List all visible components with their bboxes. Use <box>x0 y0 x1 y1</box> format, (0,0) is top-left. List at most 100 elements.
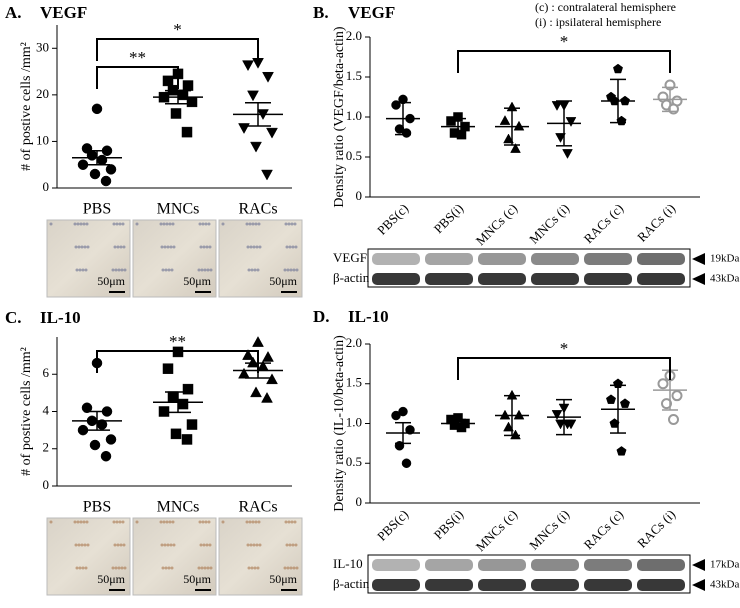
error-bar <box>245 102 271 127</box>
cell <box>81 268 85 272</box>
cell <box>85 222 89 226</box>
blot-band <box>478 579 526 591</box>
cell <box>251 520 255 524</box>
cell <box>163 543 167 547</box>
scale-label: 50μm <box>269 274 297 288</box>
x-tick-label: RACs <box>238 499 277 516</box>
point <box>261 391 273 403</box>
blot-band <box>372 559 420 571</box>
panel-title: IL-10 <box>348 307 389 326</box>
y-tick-label: 20 <box>36 86 49 101</box>
x-tick-label: MNCs <box>157 499 200 516</box>
micrograph <box>132 517 217 596</box>
significance-label: * <box>560 339 569 358</box>
cell <box>204 520 208 524</box>
blot-band <box>584 559 632 571</box>
cell <box>119 543 123 547</box>
cell <box>202 543 206 547</box>
micrograph <box>46 517 131 596</box>
y-tick-label: 6 <box>43 365 50 380</box>
blot-band <box>531 273 579 285</box>
cell <box>78 566 82 570</box>
point <box>510 143 521 153</box>
cell <box>247 566 251 570</box>
cell <box>198 520 202 524</box>
blot-band <box>372 273 420 285</box>
cell <box>247 268 251 272</box>
cell <box>172 543 176 547</box>
blot-band <box>425 579 473 591</box>
cell <box>81 566 85 570</box>
cell <box>295 566 299 570</box>
point <box>565 117 577 127</box>
cell <box>286 268 290 272</box>
y-tick-label: 0 <box>43 179 50 194</box>
scale-label: 50μm <box>269 572 297 586</box>
cell <box>255 245 259 249</box>
cell <box>258 245 262 249</box>
point <box>162 75 174 87</box>
note: (i) : ipsilateral hemisphere <box>535 15 661 29</box>
note: (c) : contralateral hemisphere <box>535 0 676 14</box>
cell <box>79 222 83 226</box>
cell <box>283 566 287 570</box>
cell <box>80 543 84 547</box>
cell <box>120 566 124 570</box>
cell <box>283 268 287 272</box>
y-axis-label: Density ratio (IL-10/beta-actin) <box>332 335 347 512</box>
cell <box>115 222 119 226</box>
error-bar <box>450 418 466 429</box>
point <box>446 116 456 126</box>
point <box>401 458 412 468</box>
y-tick-label: 1.0 <box>346 414 362 429</box>
cell <box>76 222 80 226</box>
cell <box>115 520 119 524</box>
blot-band <box>478 253 526 265</box>
point <box>261 169 273 181</box>
cell <box>208 543 212 547</box>
cell <box>161 566 165 570</box>
blot-band <box>372 253 420 265</box>
point <box>266 127 278 139</box>
point <box>555 133 566 143</box>
cell <box>171 222 175 226</box>
cell <box>123 268 127 272</box>
cell <box>201 520 205 524</box>
y-tick-label: 1.5 <box>346 375 362 390</box>
cell <box>170 268 174 272</box>
cell <box>86 245 90 249</box>
significance-label: ** <box>169 332 186 351</box>
point <box>105 164 117 175</box>
cell <box>79 520 83 524</box>
point <box>257 360 269 372</box>
cell <box>112 520 116 524</box>
cell <box>162 520 166 524</box>
blot-arrow <box>692 273 705 285</box>
x-tick-label: PBS(i) <box>431 201 467 237</box>
point <box>238 367 250 379</box>
blot-band <box>425 253 473 265</box>
cell <box>249 543 253 547</box>
point <box>551 101 563 111</box>
point <box>661 398 672 410</box>
point <box>555 419 566 430</box>
cell <box>286 566 290 570</box>
point <box>551 410 563 420</box>
point <box>91 103 103 115</box>
point <box>668 414 679 426</box>
point <box>181 434 193 445</box>
blot-band <box>425 559 473 571</box>
x-tick-label: PBS(c) <box>374 507 411 544</box>
y-tick-label: 10 <box>36 132 49 147</box>
cell <box>164 268 168 272</box>
x-tick-label: MNCs (i) <box>526 201 572 247</box>
blot-band <box>425 273 473 285</box>
blot-band <box>531 559 579 571</box>
y-tick-label: 0 <box>43 477 50 492</box>
y-tick-label: 4 <box>43 402 50 417</box>
scale-label: 50μm <box>97 572 125 586</box>
point <box>100 450 112 462</box>
cell <box>287 222 291 226</box>
point <box>170 108 182 119</box>
